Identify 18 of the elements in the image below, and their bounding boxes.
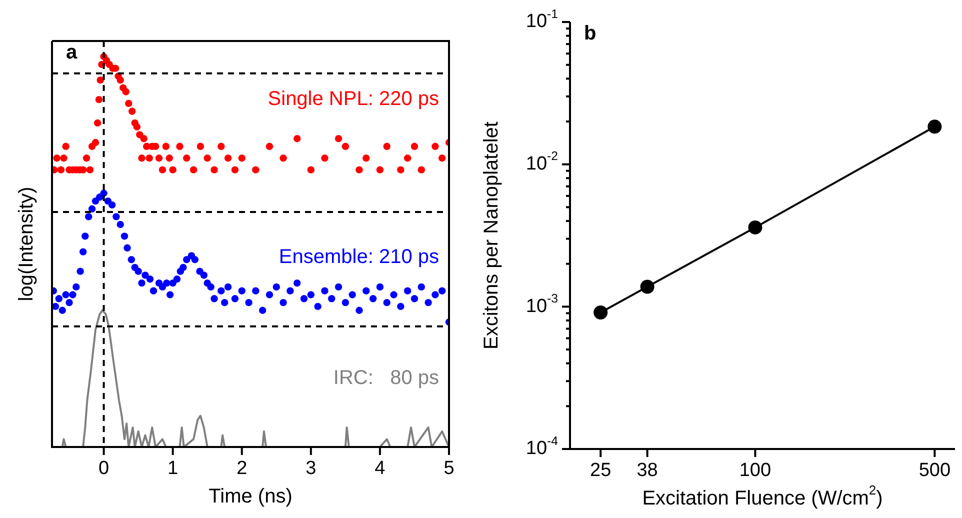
x-tick-label: 2: [236, 458, 248, 480]
x-tick-label: 1: [168, 458, 178, 480]
x-tick-label: 0: [98, 458, 110, 480]
x-axis-title: Time (ns): [208, 486, 292, 508]
x-tick-label: 4: [374, 458, 386, 480]
chart-title: b: [584, 22, 596, 45]
y-axis-title: Excitons per Nanoplatelet: [480, 121, 503, 350]
chart-title: a: [66, 42, 78, 64]
x-tick-label: 3: [306, 458, 316, 480]
series-label: Single NPL: 220 ps: [268, 88, 440, 110]
x-tick-label: 500: [918, 460, 951, 482]
y-axis-title: log(Intensity): [16, 186, 38, 302]
x-tick-label: 38: [636, 460, 658, 482]
x-tick-label: 100: [739, 460, 772, 482]
x-tick-label: 5: [444, 458, 454, 480]
series-label: IRC: 80 ps: [333, 367, 440, 390]
series-label: Ensemble: 210 ps: [278, 246, 440, 268]
x-tick-label: 25: [590, 460, 612, 482]
